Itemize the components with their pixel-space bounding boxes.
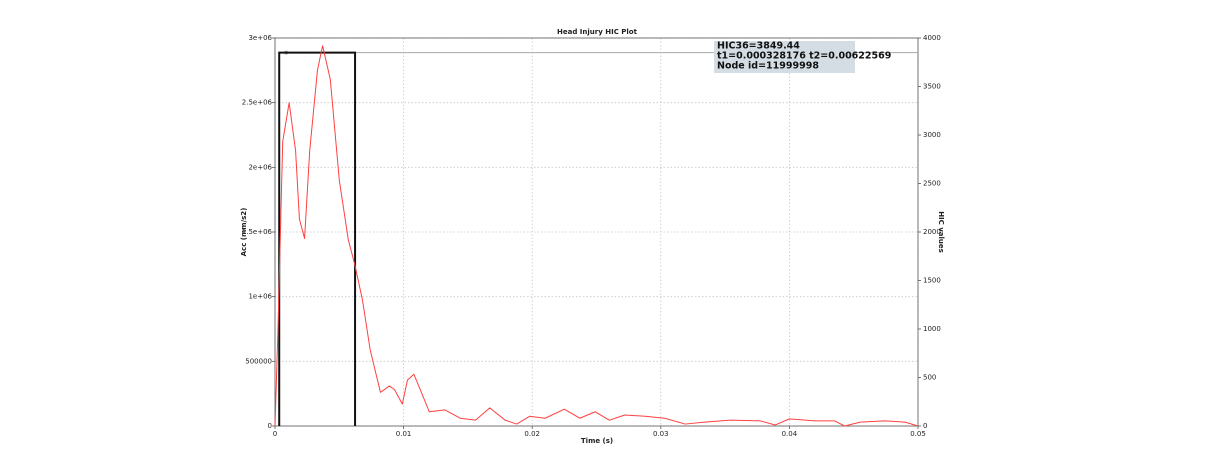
y-tick-label: 1e+06 xyxy=(248,293,272,301)
y-axis-label: Acc (mm/s2) xyxy=(240,208,248,257)
y-tick-label: 1.5e+06 xyxy=(242,228,273,236)
y2-axis-label: HIC values xyxy=(937,211,945,253)
y2-tick-label: 500 xyxy=(923,374,936,382)
x-tick-label: 0.05 xyxy=(910,430,926,438)
y2-tick-label: 4000 xyxy=(923,34,941,42)
annotation-bg xyxy=(714,41,855,73)
hic-window xyxy=(278,51,357,426)
y2-tick-label: 2500 xyxy=(923,180,941,188)
y-tick-label: 2.5e+06 xyxy=(242,99,273,107)
x-axis-label: Time (s) xyxy=(581,437,613,445)
x-tick-label: 0.03 xyxy=(653,430,669,438)
y2-tick-label: 2000 xyxy=(923,228,941,236)
x-tick-label: 0.01 xyxy=(396,430,412,438)
x-tick-label: 0 xyxy=(273,430,277,438)
annotation-text: HIC36=3849.44 xyxy=(717,40,800,51)
y2-tick-label: 3500 xyxy=(923,83,941,91)
y2-tick-label: 1500 xyxy=(923,277,941,285)
x-tick-label: 0.02 xyxy=(524,430,540,438)
annotation-text: Node id=11999998 xyxy=(717,60,819,71)
y-tick-label: 500000 xyxy=(245,357,272,365)
y2-tick-label: 3000 xyxy=(923,131,941,139)
y2-tick-label: 0 xyxy=(923,422,927,430)
y2-tick-label: 1000 xyxy=(923,325,941,333)
y-tick-label: 3e+06 xyxy=(248,34,272,42)
acceleration-line xyxy=(274,45,919,427)
y-tick-label: 0 xyxy=(268,422,272,430)
plot-frame xyxy=(274,37,919,427)
annotation-text: t1=0.000328176 t2=0.00622569 xyxy=(717,50,891,61)
chart-title: Head Injury HIC Plot xyxy=(557,28,638,36)
x-tick-label: 0.04 xyxy=(782,430,798,438)
y-tick-label: 2e+06 xyxy=(248,163,272,171)
